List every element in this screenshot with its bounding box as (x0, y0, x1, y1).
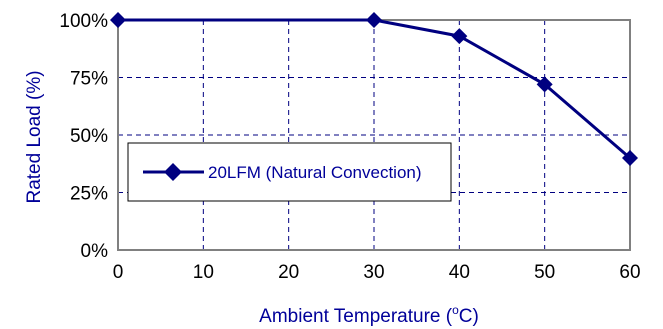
x-tick-label: 10 (193, 262, 214, 283)
y-tick-label: 0% (81, 241, 109, 262)
data-point-marker (110, 12, 126, 28)
data-point-marker (366, 12, 382, 28)
y-tick-label: 100% (59, 11, 108, 32)
x-tick-label: 20 (278, 262, 299, 283)
data-point-marker (622, 150, 638, 166)
x-tick-label: 30 (363, 262, 384, 283)
data-point-marker (536, 76, 553, 93)
data-point-marker (451, 28, 468, 45)
x-tick-label: 40 (449, 262, 470, 283)
x-tick-label: 50 (534, 262, 555, 283)
gridlines (118, 20, 630, 250)
x-tick-labels: 0 10 20 30 40 50 60 (113, 262, 641, 283)
y-tick-label: 25% (70, 184, 108, 205)
x-tick-label: 60 (619, 262, 640, 283)
y-tick-label: 75% (70, 69, 108, 90)
y-tick-labels: 0% 25% 50% 75% 100% (59, 11, 108, 262)
legend-label: 20LFM (Natural Convection) (208, 163, 422, 182)
x-axis-title: Ambient Temperature (oC) (259, 303, 479, 327)
series-layer (110, 12, 638, 166)
legend: 20LFM (Natural Convection) (127, 142, 452, 202)
y-axis-title: Rated Load (%) (24, 70, 45, 203)
legend-marker (164, 163, 182, 181)
x-tick-label: 0 (113, 262, 124, 283)
y-tick-label: 50% (70, 126, 108, 147)
